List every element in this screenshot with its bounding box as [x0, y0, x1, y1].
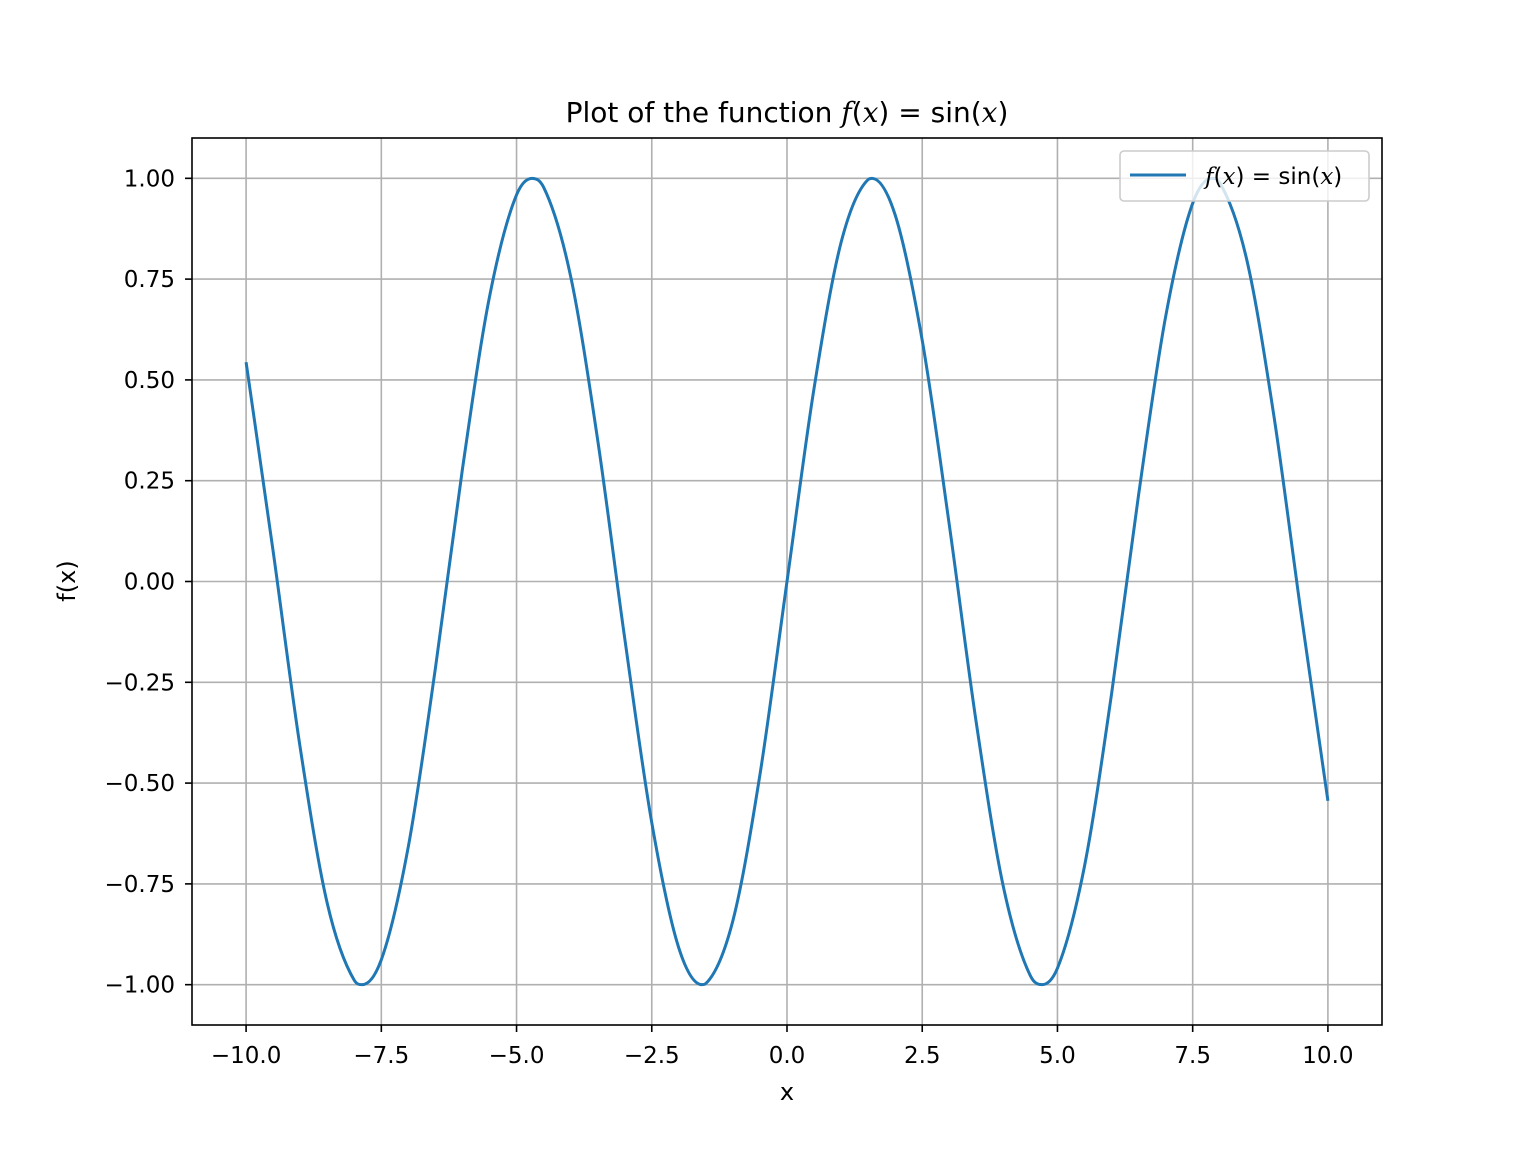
y-tick-label: −0.50: [105, 771, 175, 797]
chart-title-close: ): [878, 96, 889, 129]
y-axis-label: f(x): [53, 560, 81, 601]
x-tick-label: 2.5: [904, 1043, 941, 1069]
x-tick-label: −10.0: [211, 1043, 281, 1069]
x-ticks: −10.0 −7.5 −5.0 −2.5 0.0 2.5 5.0 7.5 10.0: [211, 1025, 1354, 1069]
y-ticks: 1.00 0.75 0.50 0.25 0.00 −0.25 −0.50 −0.75 −1.00: [105, 166, 192, 999]
chart-title-arg-close: ): [997, 96, 1008, 129]
x-tick-label: 0.0: [769, 1043, 806, 1069]
chart-title-arg-var: x: [982, 96, 998, 129]
x-tick-label: 10.0: [1302, 1043, 1353, 1069]
legend-arg-var: x: [1320, 164, 1333, 190]
legend-entry-label: f(x) = sin(x): [1203, 164, 1342, 190]
y-tick-label: −0.75: [105, 872, 175, 898]
y-tick-label: 0.00: [124, 570, 175, 596]
legend-arg-close: ): [1333, 164, 1342, 190]
series-line-sin: [244, 176, 1330, 987]
chart-title: Plot of the function f(x) = sin(x): [566, 96, 1009, 129]
chart-title-open: (: [852, 96, 863, 129]
y-tick-label: 0.50: [124, 368, 175, 394]
legend-arg-open: (: [1311, 164, 1320, 190]
y-tick-label: 1.00: [124, 166, 175, 192]
chart-title-eq: =: [889, 96, 930, 129]
chart-title-arg-open: (: [971, 96, 982, 129]
y-tick-label: −1.00: [105, 973, 175, 999]
legend-open: (: [1214, 164, 1223, 190]
y-tick-label: 0.25: [124, 469, 175, 495]
x-tick-label: −7.5: [353, 1043, 409, 1069]
legend-f: f: [1203, 164, 1217, 190]
y-tick-label: −0.25: [105, 670, 175, 696]
legend-var: x: [1223, 164, 1236, 190]
x-tick-label: 5.0: [1039, 1043, 1076, 1069]
chart-title-fn: sin: [931, 96, 971, 129]
plot-series: [244, 176, 1330, 987]
chart-title-var: x: [863, 96, 879, 129]
x-tick-label: −5.0: [489, 1043, 545, 1069]
y-tick-label: 0.75: [124, 267, 175, 293]
x-tick-label: 7.5: [1174, 1043, 1211, 1069]
chart-title-prefix: Plot of the function: [566, 96, 842, 129]
legend: f(x) = sin(x): [1119, 150, 1370, 202]
x-axis-label: x: [780, 1078, 794, 1106]
legend-close: ): [1235, 164, 1244, 190]
legend-fn: sin: [1278, 164, 1311, 190]
x-tick-label: −2.5: [624, 1043, 680, 1069]
legend-eq: =: [1244, 164, 1278, 190]
legend-box: [1119, 150, 1370, 202]
